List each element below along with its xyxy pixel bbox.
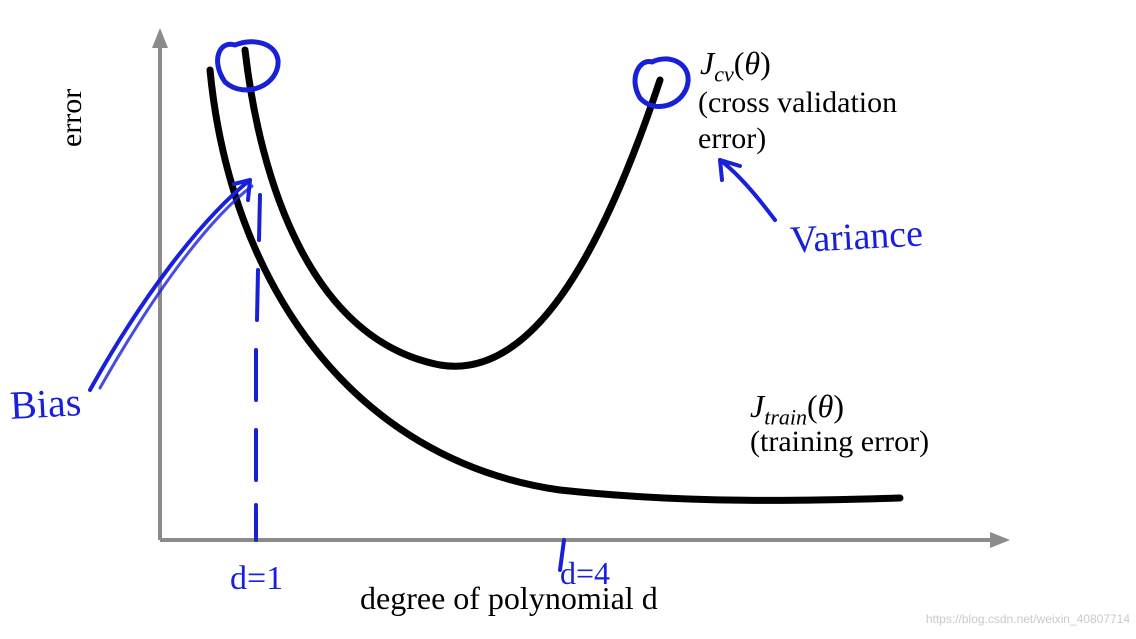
variance-arrow-line: [720, 160, 775, 220]
bias-annotation-text: Bias: [9, 378, 82, 429]
jtrain-subtitle: (training error): [750, 425, 929, 459]
y-axis-label: error: [55, 89, 89, 147]
jcv-label: Jcv(θ): [700, 45, 771, 87]
d1-annotation-text: d=1: [230, 560, 283, 598]
x-axis-label: degree of polynomial d: [360, 580, 658, 617]
variance-annotation-text: Variance: [789, 212, 924, 263]
bias-variance-chart: error degree of polynomial d Jcv(θ) (cro…: [0, 0, 1136, 634]
d4-annotation-text: d=4: [560, 555, 610, 592]
bias-arrow-line: [90, 180, 250, 390]
y-axis-arrowhead: [152, 28, 168, 48]
jcv-curve: [245, 50, 660, 366]
jcv-subtitle: (cross validationerror): [698, 85, 897, 157]
x-axis-arrowhead: [990, 532, 1010, 548]
chart-svg: [0, 0, 1136, 634]
watermark: https://blog.csdn.net/weixin_40807714: [926, 612, 1130, 626]
bias-arrow-line-2: [100, 186, 252, 388]
